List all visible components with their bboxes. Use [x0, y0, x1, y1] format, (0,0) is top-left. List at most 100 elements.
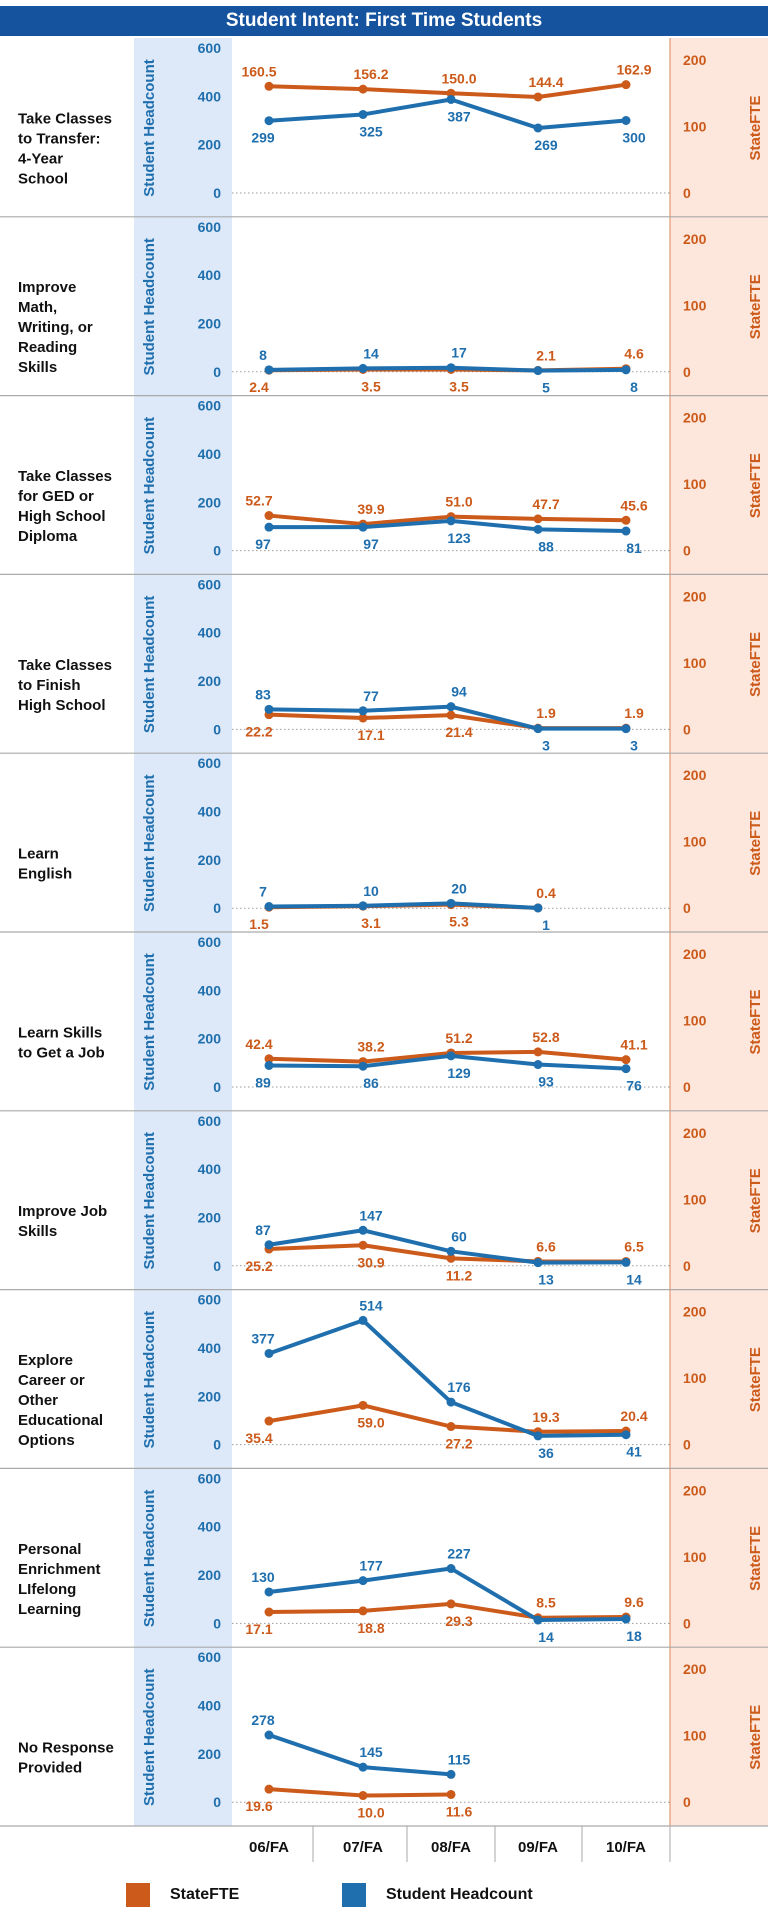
headcount-point	[533, 724, 543, 734]
headcount-data-label: 130	[251, 1569, 275, 1585]
left-tick-label: 600	[198, 1113, 222, 1129]
right-axis-title: StateFTE	[747, 1705, 764, 1770]
headcount-point	[358, 1576, 368, 1586]
headcount-data-label: 20	[451, 880, 467, 896]
headcount-point	[621, 1064, 631, 1074]
headcount-data-label: 269	[534, 137, 558, 153]
headcount-point	[358, 1762, 368, 1772]
headcount-data-label: 14	[626, 1271, 642, 1287]
left-axis-title: Student Headcount	[141, 417, 158, 555]
statefte-point	[621, 80, 631, 90]
right-axis-title: StateFTE	[747, 811, 764, 876]
statefte-point	[621, 1055, 631, 1065]
headcount-point	[446, 1051, 456, 1061]
statefte-data-label: 1.5	[249, 916, 269, 932]
legend-item-statefte: StateFTE	[126, 1878, 239, 1912]
right-tick-label: 0	[683, 1794, 691, 1810]
statefte-data-label: 19.3	[532, 1409, 559, 1425]
statefte-data-label: 5.3	[449, 914, 469, 930]
left-axis-title: Student Headcount	[141, 238, 158, 376]
headcount-data-label: 299	[251, 130, 275, 146]
headcount-data-label: 13	[538, 1272, 554, 1288]
headcount-data-label: 8	[630, 379, 638, 395]
headcount-data-label: 14	[363, 345, 379, 361]
statefte-data-label: 156.2	[353, 66, 388, 82]
statefte-data-label: 30.9	[357, 1254, 384, 1270]
panel-label: Improve Job Skills	[18, 1203, 107, 1240]
left-tick-label: 200	[198, 137, 222, 153]
statefte-data-label: 25.2	[245, 1258, 272, 1274]
statefte-point	[446, 1599, 456, 1609]
statefte-data-label: 9.6	[624, 1594, 644, 1610]
x-tick-label: 09/FA	[518, 1839, 558, 1856]
headcount-point	[358, 1315, 368, 1325]
headcount-point	[264, 1348, 274, 1358]
left-tick-label: 600	[198, 40, 222, 56]
right-axis-title: StateFTE	[747, 1347, 764, 1412]
headcount-data-label: 7	[259, 884, 267, 900]
headcount-data-label: 377	[251, 1330, 275, 1346]
statefte-point	[621, 515, 631, 525]
panel-label: Take Classes to Transfer: 4-Year School	[18, 110, 112, 187]
left-tick-label: 200	[198, 1746, 222, 1762]
headcount-data-label: 17	[451, 345, 467, 361]
right-tick-label: 100	[683, 1013, 707, 1029]
statefte-data-label: 6.5	[624, 1238, 644, 1254]
headcount-point	[264, 1240, 274, 1250]
left-tick-label: 400	[198, 1161, 222, 1177]
right-axis-title: StateFTE	[747, 632, 764, 697]
headcount-data-label: 18	[626, 1628, 642, 1644]
legend-swatch-headcount	[342, 1883, 366, 1907]
statefte-data-label: 6.6	[536, 1238, 556, 1254]
legend-swatch-statefte	[126, 1883, 150, 1907]
left-tick-label: 200	[198, 1388, 222, 1404]
headcount-point	[533, 366, 543, 376]
headcount-point	[621, 1430, 631, 1440]
headcount-point	[621, 526, 631, 536]
right-tick-label: 0	[683, 1079, 691, 1095]
left-tick-label: 0	[213, 1437, 221, 1453]
headcount-data-label: 147	[359, 1207, 383, 1223]
statefte-point	[358, 713, 368, 723]
headcount-data-label: 89	[255, 1074, 271, 1090]
right-axis-title: StateFTE	[747, 1168, 764, 1233]
right-tick-label: 100	[683, 297, 707, 313]
headcount-point	[621, 116, 631, 125]
panel-label: Personal Enrichment LIfelong Learning	[18, 1541, 101, 1618]
headcount-point	[621, 1614, 631, 1624]
left-tick-label: 0	[213, 721, 221, 737]
right-tick-label: 0	[683, 900, 691, 916]
headcount-data-label: 93	[538, 1074, 554, 1090]
trellis-line-chart: Take Classes to Transfer: 4-Year School Stud…	[0, 38, 768, 1862]
panel-label: Improve Math, Writing, or Reading Skills	[18, 279, 93, 376]
headcount-point	[446, 1397, 456, 1407]
statefte-point	[264, 1416, 274, 1426]
left-axis-title: Student Headcount	[141, 1132, 158, 1270]
right-tick-label: 100	[683, 1370, 707, 1386]
statefte-data-label: 162.9	[616, 62, 651, 78]
statefte-point	[446, 88, 456, 98]
headcount-point	[446, 702, 456, 712]
statefte-data-label: 21.4	[445, 724, 472, 740]
x-tick-label: 07/FA	[343, 1839, 383, 1856]
statefte-point	[446, 1422, 456, 1432]
statefte-point	[358, 1791, 368, 1801]
statefte-data-label: 45.6	[620, 497, 647, 513]
right-tick-label: 0	[683, 543, 691, 559]
headcount-point	[621, 1257, 631, 1267]
right-tick-label: 0	[683, 1615, 691, 1631]
headcount-data-label: 3	[542, 738, 550, 754]
legend-item-headcount: Student Headcount	[342, 1878, 533, 1912]
statefte-data-label: 3.5	[361, 378, 381, 394]
statefte-data-label: 38.2	[357, 1039, 384, 1055]
left-tick-label: 0	[213, 1079, 221, 1095]
right-tick-label: 0	[683, 721, 691, 737]
headcount-data-label: 177	[359, 1558, 383, 1574]
left-tick-label: 600	[198, 1292, 222, 1308]
statefte-point	[264, 1607, 274, 1617]
headcount-point	[533, 903, 543, 913]
headcount-point	[358, 109, 368, 119]
left-tick-label: 200	[198, 852, 222, 868]
statefte-point	[358, 1400, 368, 1410]
x-tick-label: 10/FA	[606, 1839, 646, 1856]
